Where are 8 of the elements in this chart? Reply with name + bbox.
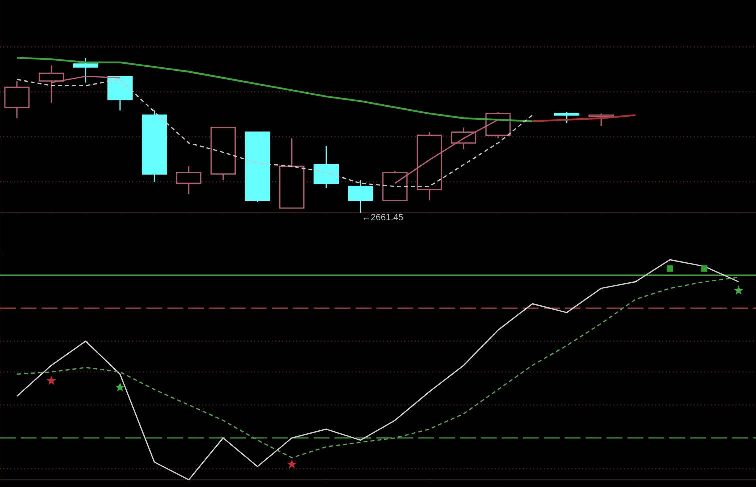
point (287, 460, 297, 469)
point (46, 376, 56, 386)
point (701, 266, 708, 272)
point (666, 266, 674, 272)
text: ←2661.45 (364, 214, 404, 221)
candlestick (554, 112, 580, 124)
point (116, 382, 126, 392)
point (734, 286, 744, 295)
